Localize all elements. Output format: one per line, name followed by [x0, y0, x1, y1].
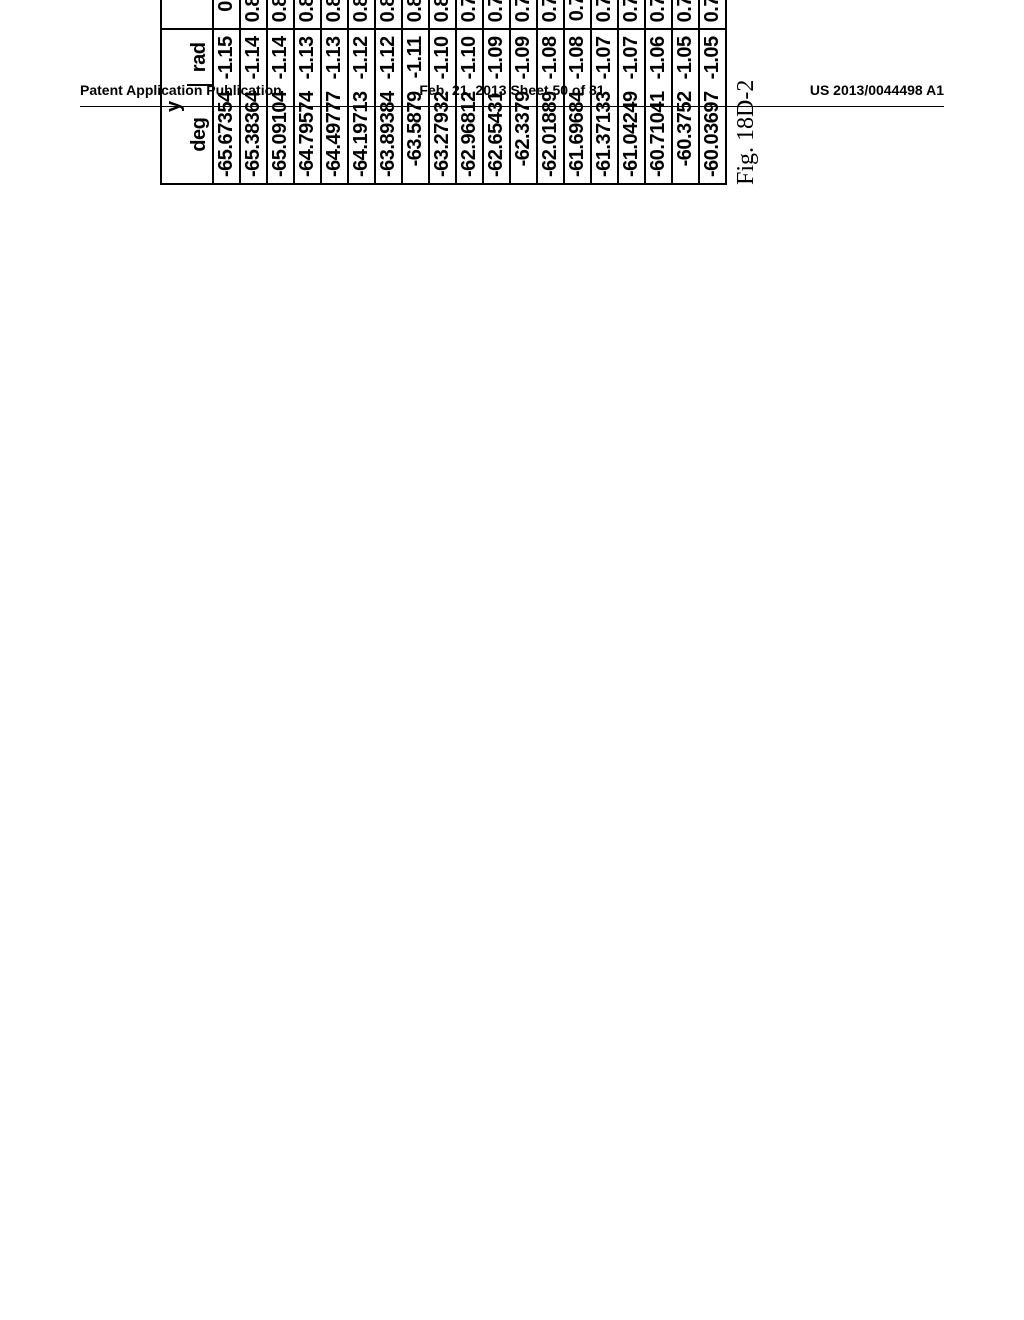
table-cell: 0.801014 [429, 0, 456, 29]
table-cell: 0.787117 [564, 0, 591, 29]
table-cell: -1.08 [537, 29, 564, 85]
table-row: -60.71041-1.060.7789430.42789985.81.50-4… [645, 0, 672, 184]
table-row: -63.89384-1.120.8066680.41326483.81.46-4… [375, 0, 402, 184]
table-cell: 0.798207 [456, 0, 483, 29]
table-cell: -1.11 [402, 29, 429, 85]
table-cell: -65.38364 [240, 85, 267, 184]
table-cell: -61.37133 [591, 85, 618, 184]
table-cell: -64.49777 [321, 85, 348, 184]
table-cell: -1.10 [456, 29, 483, 85]
table-cell: -1.10 [429, 29, 456, 85]
table-cell: -62.3379 [510, 85, 537, 184]
table-cell: -1.14 [240, 29, 267, 85]
table-cell: -62.96812 [456, 85, 483, 184]
table-row: -63.5879-1.110.8038340.41467184.01.47-46… [402, 0, 429, 184]
table-cell: -1.12 [375, 29, 402, 85]
table-cell: 0.778943 [645, 0, 672, 29]
table-row: -65.67354-1.150.823950.40507482.61.44-47… [213, 0, 240, 184]
table-row: -64.49777-1.130.8123750.41048683.41.46-4… [321, 0, 348, 184]
table-cell: -1.07 [591, 29, 618, 85]
table-cell: -1.15 [213, 29, 240, 85]
th-y2: y [161, 0, 187, 29]
table-cell: -62.01889 [537, 85, 564, 184]
table-cell: -62.65431 [483, 85, 510, 184]
table-cell: -1.09 [510, 29, 537, 85]
table-cell: -1.05 [699, 29, 726, 85]
table-cell: 0.809515 [348, 0, 375, 29]
table-cell: -1.13 [321, 29, 348, 85]
table-cell: -61.04249 [618, 85, 645, 184]
table-row: -61.69684-1.080.7871170.42337685.01.49-4… [564, 0, 591, 184]
table-row: -61.37133-1.070.7843780.4248785.21.49-44… [591, 0, 618, 184]
th-sub-y [187, 0, 213, 29]
table-row: -64.19713-1.120.8095150.41186983.61.46-4… [348, 0, 375, 184]
table-row: -64.79574-1.130.8152490.40911583.21.45-4… [294, 0, 321, 184]
table-row: -65.38364-1.140.8210360.40640982.81.45-4… [240, 0, 267, 184]
th-deg1: deg [187, 85, 213, 184]
table-cell: -60.71041 [645, 85, 672, 184]
table-row: -60.3752-1.050.7762460.42943286.01.50-44… [672, 0, 699, 184]
table-cell: 0.82395 [213, 0, 240, 29]
table-cell: 0.784378 [591, 0, 618, 29]
table-cell: -1.12 [348, 29, 375, 85]
data-table: y y x Cross check rad y y x deg rad deg … [160, 0, 727, 185]
table-row: -62.96812-1.100.7982070.41752384.41.47-4… [456, 0, 483, 184]
table-cell: 0.776246 [672, 0, 699, 29]
table-cell: -1.08 [564, 29, 591, 85]
table-cell: 0.821036 [240, 0, 267, 29]
table-row: -60.03697-1.050.7735640.43097986.21.50-4… [699, 0, 726, 184]
th-rad1: rad [187, 29, 213, 85]
table-cell: 0.812375 [321, 0, 348, 29]
table-cell: -64.79574 [294, 85, 321, 184]
table-row: -62.01889-1.080.7898690.42189485.01.48-4… [537, 0, 564, 184]
table-cell: 0.773564 [699, 0, 726, 29]
th-group-y1: y [161, 29, 187, 184]
table-cell: -1.07 [618, 29, 645, 85]
table-cell: -60.3752 [672, 85, 699, 184]
table-cell: 0.806668 [375, 0, 402, 29]
table-cell: -60.03697 [699, 85, 726, 184]
table-row: -62.3379-1.090.7926350.42042484.81.48-45… [510, 0, 537, 184]
table-cell: -1.05 [672, 29, 699, 85]
table-cell: -1.14 [267, 29, 294, 85]
table-cell: 0.818136 [267, 0, 294, 29]
table-cell: -61.69684 [564, 85, 591, 184]
table-cell: -64.19713 [348, 85, 375, 184]
table-cell: -65.09104 [267, 85, 294, 184]
table-row: -65.09104-1.140.8181360.40775683.01.45-4… [267, 0, 294, 184]
table-row: -62.65431-1.090.7954140.41896784.61.48-4… [483, 0, 510, 184]
data-table-wrap: y y x Cross check rad y y x deg rad deg … [160, 0, 760, 185]
table-row: -63.27932-1.100.8010140.41609184.21.47-4… [429, 0, 456, 184]
table-row: -61.04249-1.070.7816540.42637885.61.49-4… [618, 0, 645, 184]
table-cell: -63.89384 [375, 85, 402, 184]
table-cell: -63.27932 [429, 85, 456, 184]
table-cell: 0.803834 [402, 0, 429, 29]
table-cell: 0.792635 [510, 0, 537, 29]
table-cell: 0.795414 [483, 0, 510, 29]
figure-label: Fig. 18D-2 [733, 0, 760, 185]
table-body: -65.67354-1.150.823950.40507482.61.44-47… [213, 0, 726, 184]
table-cell: 0.781654 [618, 0, 645, 29]
table-cell: -65.67354 [213, 85, 240, 184]
table-cell: 0.815249 [294, 0, 321, 29]
table-cell: 0.789869 [537, 0, 564, 29]
table-cell: -63.5879 [402, 85, 429, 184]
table-cell: -1.09 [483, 29, 510, 85]
table-cell: -1.06 [645, 29, 672, 85]
table-cell: -1.13 [294, 29, 321, 85]
